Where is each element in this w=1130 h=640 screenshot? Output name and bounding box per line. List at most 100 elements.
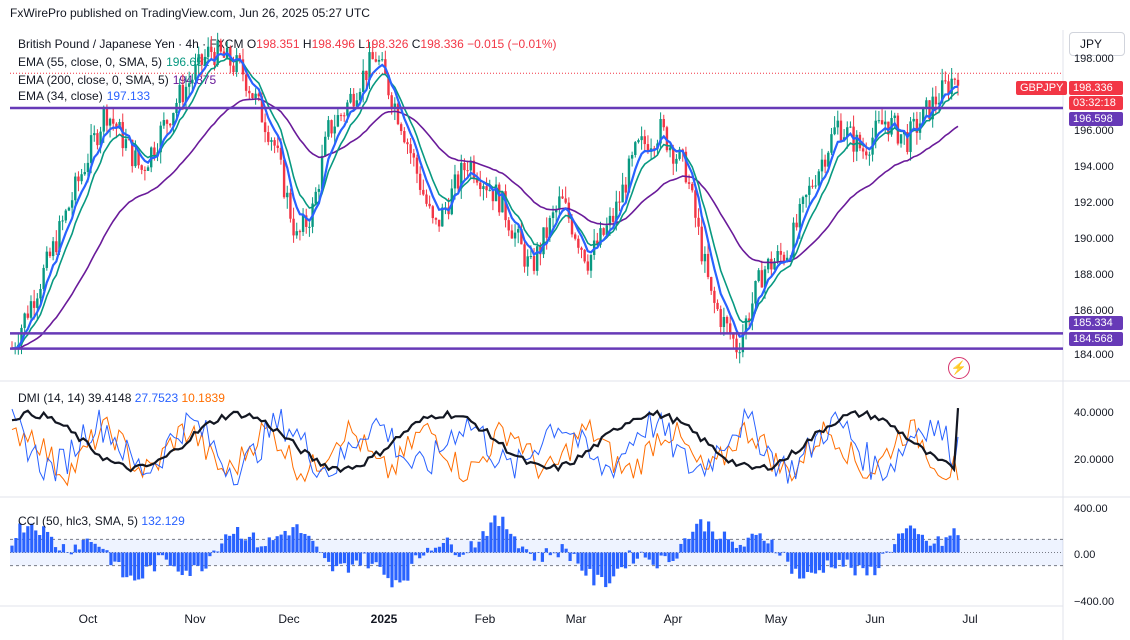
candle-body [219, 40, 223, 52]
candle-body [475, 178, 479, 183]
candle-body [368, 52, 371, 81]
cci-bar [916, 534, 921, 553]
cci-bar [331, 552, 335, 572]
cci-bar [101, 548, 105, 553]
candle-body [377, 59, 381, 62]
candle-body [257, 93, 260, 97]
candle-body [235, 55, 238, 73]
candle-body [760, 270, 764, 288]
dmi-axis-label: 40.0000 [1074, 407, 1114, 419]
cci-bar [517, 548, 521, 553]
candle-body [292, 218, 295, 236]
cci-bar [600, 552, 604, 578]
candle-body [884, 121, 887, 125]
candle-body [944, 80, 947, 82]
candle-body [232, 65, 235, 73]
cci-bar [342, 552, 347, 564]
candle-body [776, 251, 779, 262]
cci-bar [920, 534, 924, 553]
price-axis-label: 184.000 [1074, 349, 1114, 361]
cci-bar [200, 552, 204, 572]
cci-bar [437, 546, 442, 553]
candle-body [181, 84, 185, 103]
cci-bar [588, 552, 592, 569]
candle-body [89, 135, 93, 163]
cci-bar [473, 547, 477, 553]
cci-bar [671, 552, 675, 561]
open-label: O [246, 37, 257, 51]
cci-bar [742, 546, 746, 553]
candle-body [295, 231, 298, 236]
candle-body [827, 152, 830, 167]
candle-body [428, 203, 431, 207]
cci-bar [53, 547, 58, 553]
cci-bar [584, 552, 588, 576]
candle-body [352, 93, 355, 107]
candle-body [159, 125, 162, 153]
candle-body [191, 79, 194, 84]
candle-body [479, 182, 482, 190]
cci-bar [196, 552, 200, 566]
candle-body [817, 171, 820, 186]
candle-body [498, 184, 501, 213]
cci-bar [762, 540, 766, 553]
candle-body [798, 203, 802, 228]
candle-body [305, 215, 308, 227]
candle-body [270, 140, 273, 142]
candle-body [134, 150, 137, 167]
candle-body [324, 136, 327, 156]
cci-bar [627, 550, 632, 553]
cci-bar [734, 547, 738, 553]
candle-body [937, 102, 941, 105]
candle-body [77, 176, 80, 182]
cci-axis-label: −400.00 [1074, 596, 1115, 608]
candle-body [621, 184, 624, 203]
cci-bar [722, 531, 727, 553]
candle-body [146, 167, 150, 171]
alert-icon[interactable]: ⚡ [948, 357, 970, 379]
cci-bar [57, 550, 62, 553]
cci-bar [556, 552, 560, 558]
cci-bar [247, 536, 252, 553]
cci-bar [794, 552, 798, 569]
candle-body [206, 46, 210, 57]
cci-bar [291, 527, 295, 553]
candle-body [469, 160, 472, 171]
candle-body [725, 316, 729, 324]
cci-bar [311, 540, 315, 553]
candle-body [425, 194, 428, 204]
cci-bar [659, 552, 663, 556]
x-axis-label: Feb [474, 612, 496, 626]
cci-bar [445, 537, 449, 553]
cci-bar [897, 533, 901, 553]
symbol-legend: British Pound / Japanese Yen · 4h · FXCM… [18, 37, 557, 51]
candle-body [45, 251, 49, 268]
candle-body [216, 40, 219, 65]
candle-body [808, 185, 811, 195]
candle-body [811, 185, 814, 187]
candle-body [83, 172, 86, 175]
cci-bar [714, 539, 719, 553]
cci-bar [877, 552, 881, 569]
cci-bar [691, 531, 695, 553]
cci-bar [699, 519, 703, 553]
symbol-title: British Pound / Japanese Yen · 4h · FXCM [18, 37, 244, 51]
candle-body [55, 241, 58, 253]
cci-bar [608, 552, 612, 584]
candle-body [153, 147, 156, 156]
cci-bar [141, 552, 145, 579]
candle-body [925, 100, 928, 108]
cci-bar [718, 538, 723, 553]
currency-button[interactable]: JPY [1069, 32, 1125, 56]
cci-bar [782, 551, 786, 553]
candle-body [365, 70, 368, 81]
price-axis-label: 194.000 [1074, 161, 1114, 173]
candle-body [339, 115, 343, 117]
cci-bar [334, 552, 339, 567]
cci-bar [414, 552, 418, 556]
cci-bar [338, 552, 343, 564]
cci-bar [615, 552, 620, 569]
candle-body [403, 131, 406, 143]
cci-bar [279, 534, 283, 553]
